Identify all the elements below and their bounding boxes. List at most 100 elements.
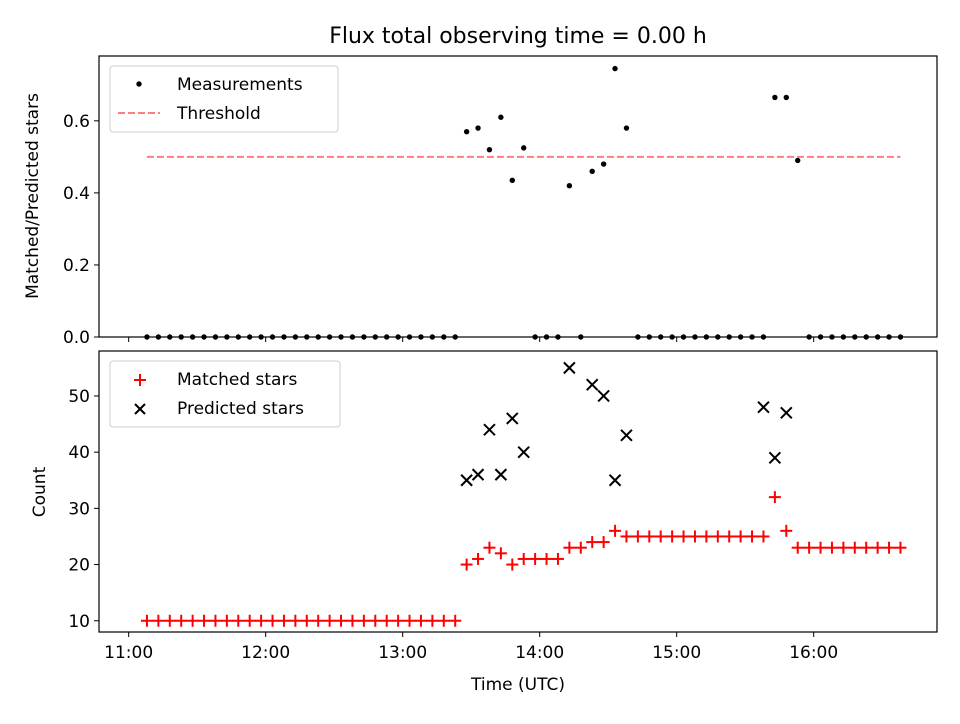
matched-stars-point bbox=[723, 530, 736, 543]
matched-stars-point bbox=[323, 614, 336, 627]
legend-threshold-label: Threshold bbox=[176, 104, 261, 124]
matched-stars-point bbox=[232, 614, 245, 627]
measurement-point bbox=[463, 128, 470, 135]
matched-stars-point bbox=[414, 614, 427, 627]
measurement-point bbox=[612, 65, 618, 72]
matched-stars-point bbox=[140, 614, 153, 627]
predicted-stars-point bbox=[608, 474, 622, 487]
matched-stars-point bbox=[426, 614, 439, 627]
bottom-plot-frame bbox=[98, 350, 938, 633]
matched-stars-point bbox=[437, 614, 450, 627]
matched-stars-point bbox=[209, 614, 222, 627]
matched-stars-point bbox=[586, 536, 599, 549]
matched-stars-point bbox=[449, 614, 462, 627]
bottom-legend-box bbox=[109, 360, 341, 428]
matched-stars-point bbox=[277, 614, 290, 627]
matched-stars-point bbox=[825, 541, 838, 554]
predicted-stars-point bbox=[563, 361, 576, 375]
predicted-stars-point bbox=[517, 445, 530, 459]
top-panel: 0.0 0.2 0.4 0.6 Matched/Predicted stars Mea… bbox=[23, 55, 938, 348]
predicted-stars-point bbox=[780, 406, 793, 420]
legend-measurements-marker bbox=[136, 81, 142, 87]
bottom-y-axis: 10 20 30 40 50 bbox=[68, 387, 99, 632]
matched-stars-point bbox=[780, 524, 793, 537]
bottom-xtick-label: 16:00 bbox=[789, 643, 838, 663]
matched-stars-point bbox=[540, 552, 553, 565]
bottom-x-axis-label: Time (UTC) bbox=[470, 675, 565, 695]
matched-stars-point bbox=[654, 530, 667, 543]
measurement-point bbox=[475, 125, 481, 131]
legend-predicted-label: Predicted stars bbox=[177, 399, 304, 419]
bottom-ytick-label: 10 bbox=[68, 612, 90, 632]
matched-stars-point bbox=[403, 614, 416, 627]
matched-stars-point bbox=[312, 614, 325, 627]
matched-stars-point bbox=[860, 541, 873, 554]
bottom-xtick-label: 13:00 bbox=[378, 643, 427, 663]
matched-stars-point bbox=[357, 614, 370, 627]
top-y-axis-label: Matched/Predicted stars bbox=[23, 93, 43, 299]
matched-stars-point bbox=[563, 541, 576, 554]
matched-stars-point bbox=[243, 614, 256, 627]
top-y-axis: 0.0 0.2 0.4 0.6 bbox=[63, 112, 99, 348]
measurement-point bbox=[623, 125, 630, 131]
bottom-y-axis-label: Count bbox=[30, 466, 50, 517]
predicted-stars-point bbox=[757, 400, 770, 414]
matched-stars-point bbox=[175, 614, 188, 627]
bottom-ytick-label: 50 bbox=[68, 387, 90, 407]
measurement-point bbox=[486, 146, 493, 153]
matched-stars-point bbox=[848, 541, 861, 554]
predicted-stars-point bbox=[471, 468, 485, 481]
matched-stars-point bbox=[163, 614, 176, 627]
predicted-stars-point bbox=[768, 451, 782, 464]
matched-stars-point bbox=[369, 614, 382, 627]
matched-stars-point bbox=[677, 530, 690, 543]
predicted-stars-point bbox=[506, 412, 519, 425]
bottom-ytick-label: 30 bbox=[68, 499, 90, 519]
matched-stars-point bbox=[791, 541, 804, 554]
matched-stars-point bbox=[529, 552, 542, 565]
matched-stars-point bbox=[620, 530, 633, 543]
matched-stars-point bbox=[711, 530, 724, 543]
matched-stars-point bbox=[551, 552, 564, 565]
bottom-xtick-label: 15:00 bbox=[652, 643, 701, 663]
matched-stars-point bbox=[392, 614, 405, 627]
measurement-point bbox=[498, 114, 504, 120]
matched-stars-point bbox=[255, 614, 268, 627]
matched-stars-point bbox=[734, 530, 747, 543]
measurement-point bbox=[521, 145, 527, 151]
top-legend-box bbox=[109, 65, 339, 133]
matched-stars-point bbox=[894, 541, 907, 554]
chart-title: Flux total observing time = 0.00 h bbox=[329, 24, 707, 49]
matched-stars-point bbox=[746, 530, 759, 543]
matched-stars-point bbox=[198, 614, 211, 627]
matched-stars-point bbox=[186, 614, 199, 627]
matched-stars-point bbox=[472, 552, 485, 565]
bottom-xtick-label: 12:00 bbox=[241, 643, 290, 663]
matched-stars-point bbox=[574, 541, 587, 554]
matched-stars-point bbox=[220, 614, 233, 627]
bottom-x-axis: 11:00 12:00 13:00 14:00 15:00 16:00 bbox=[104, 632, 838, 663]
matched-stars-point bbox=[757, 530, 770, 543]
matched-stars-point bbox=[380, 614, 393, 627]
top-plot-frame bbox=[98, 55, 938, 338]
matched-stars-point bbox=[460, 558, 473, 571]
matched-stars-point bbox=[643, 530, 656, 543]
bottom-ytick-label: 40 bbox=[68, 443, 90, 463]
measurement-point bbox=[600, 161, 607, 167]
matched-stars-point bbox=[335, 614, 348, 627]
bottom-ytick-label: 20 bbox=[68, 556, 90, 576]
matched-stars-point bbox=[300, 614, 313, 627]
matched-stars-point bbox=[631, 530, 644, 543]
measurement-point bbox=[566, 182, 573, 189]
legend-matched-label: Matched stars bbox=[177, 370, 297, 390]
predicted-stars-point bbox=[586, 378, 599, 391]
matched-stars-point bbox=[768, 491, 781, 504]
matched-stars-point bbox=[506, 558, 519, 571]
matched-stars-point bbox=[609, 524, 622, 537]
matched-stars-point bbox=[517, 552, 530, 565]
matched-stars-point bbox=[700, 530, 713, 543]
matched-stars-point bbox=[883, 541, 896, 554]
measurement-point bbox=[589, 168, 595, 174]
matched-stars-point bbox=[666, 530, 679, 543]
